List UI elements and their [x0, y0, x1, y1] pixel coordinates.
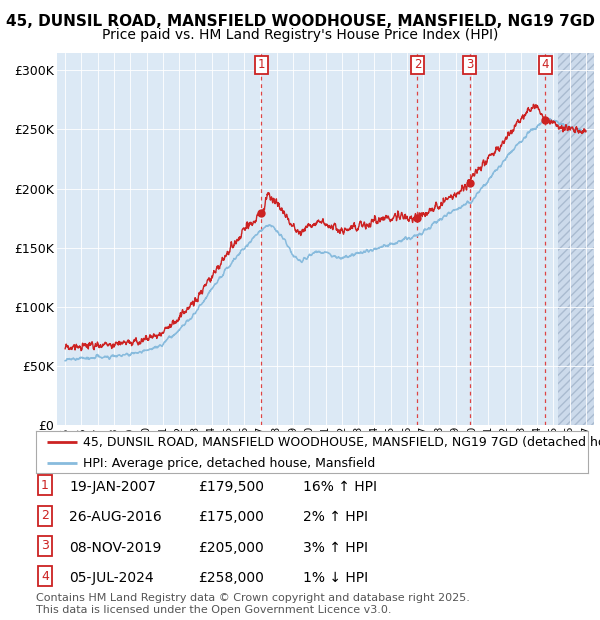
Text: 4: 4	[41, 570, 49, 583]
Text: 08-NOV-2019: 08-NOV-2019	[69, 541, 161, 555]
Text: 3: 3	[41, 539, 49, 552]
Text: Price paid vs. HM Land Registry's House Price Index (HPI): Price paid vs. HM Land Registry's House …	[102, 28, 498, 42]
Text: 1: 1	[257, 58, 265, 71]
Text: 2: 2	[413, 58, 421, 71]
Text: 16% ↑ HPI: 16% ↑ HPI	[303, 480, 377, 494]
Text: £175,000: £175,000	[198, 510, 264, 525]
Text: £258,000: £258,000	[198, 571, 264, 585]
Text: 2% ↑ HPI: 2% ↑ HPI	[303, 510, 368, 525]
Text: 2: 2	[41, 509, 49, 522]
Text: 1: 1	[41, 479, 49, 492]
Text: Contains HM Land Registry data © Crown copyright and database right 2025.
This d: Contains HM Land Registry data © Crown c…	[36, 593, 470, 615]
Text: 19-JAN-2007: 19-JAN-2007	[69, 480, 156, 494]
Text: £205,000: £205,000	[198, 541, 264, 555]
Text: 26-AUG-2016: 26-AUG-2016	[69, 510, 162, 525]
Text: HPI: Average price, detached house, Mansfield: HPI: Average price, detached house, Mans…	[83, 457, 375, 470]
Text: 3% ↑ HPI: 3% ↑ HPI	[303, 541, 368, 555]
Text: 45, DUNSIL ROAD, MANSFIELD WOODHOUSE, MANSFIELD, NG19 7GD: 45, DUNSIL ROAD, MANSFIELD WOODHOUSE, MA…	[5, 14, 595, 29]
Text: 3: 3	[466, 58, 473, 71]
Text: 45, DUNSIL ROAD, MANSFIELD WOODHOUSE, MANSFIELD, NG19 7GD (detached house): 45, DUNSIL ROAD, MANSFIELD WOODHOUSE, MA…	[83, 436, 600, 449]
Bar	[558, 53, 594, 425]
Text: £179,500: £179,500	[198, 480, 264, 494]
Bar	[558, 53, 594, 425]
Text: 1% ↓ HPI: 1% ↓ HPI	[303, 571, 368, 585]
Text: 05-JUL-2024: 05-JUL-2024	[69, 571, 154, 585]
Text: 4: 4	[542, 58, 549, 71]
